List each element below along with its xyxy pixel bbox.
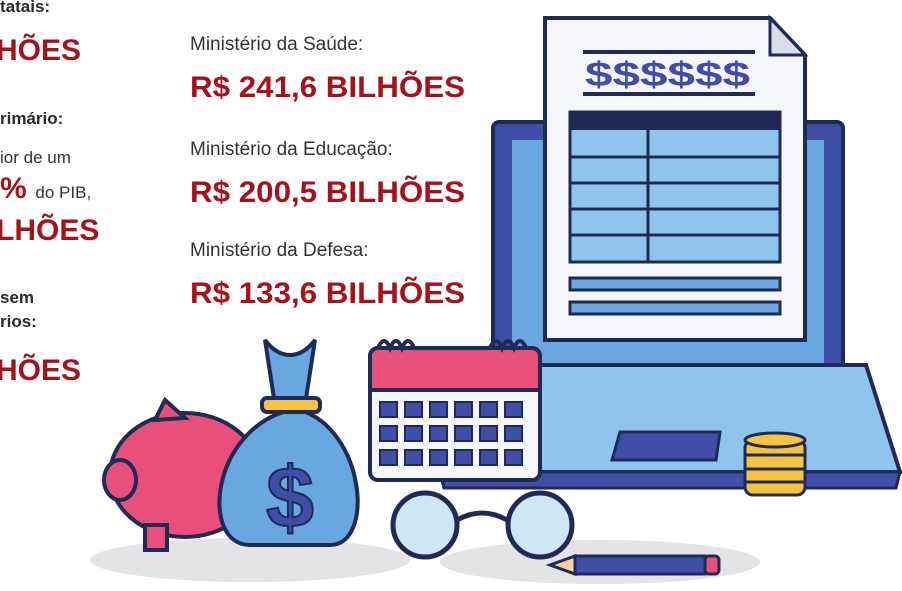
touchpad	[610, 430, 722, 462]
left-text: do PIB,	[35, 183, 91, 202]
left-text: rimário:	[0, 109, 63, 128]
calendar-cell	[404, 401, 423, 418]
left-highlight: %	[0, 172, 27, 205]
table-header	[570, 112, 780, 130]
calendar-grid	[379, 401, 523, 466]
ministry-label: Ministério da Defesa:	[190, 240, 368, 261]
glasses	[390, 490, 575, 560]
ministry-value: R$ 200,5 BILHÕES	[190, 175, 465, 209]
calendar-cell	[479, 401, 498, 418]
document-symbol: $$$$$$	[585, 56, 750, 94]
document-bar	[568, 300, 782, 316]
calendar-cell	[429, 449, 448, 466]
shadow	[90, 538, 410, 582]
calendar-cell	[454, 449, 473, 466]
ministry-label: Ministério da Saúde:	[190, 34, 363, 55]
document-fold	[768, 14, 809, 57]
calendar-cell	[504, 401, 523, 418]
left-text: tatais:	[0, 0, 50, 16]
ministry-value: R$ 241,6 BILHÕES	[190, 70, 465, 104]
calendar-cell	[379, 425, 398, 442]
left-value: HÕES	[0, 353, 81, 387]
calendar-cell	[429, 425, 448, 442]
calendar-cell	[454, 401, 473, 418]
calendar-cell	[404, 425, 423, 442]
calendar-cell	[504, 425, 523, 442]
left-text: sem	[0, 288, 34, 307]
calendar-cell	[429, 401, 448, 418]
coins	[743, 431, 807, 497]
ministry-value: R$ 133,6 BILHÕES	[190, 276, 465, 310]
calendar-cell	[479, 425, 498, 442]
calendar-cell	[454, 425, 473, 442]
calendar-cell	[379, 449, 398, 466]
left-text: ior de um	[0, 148, 71, 167]
calendar-cell	[379, 401, 398, 418]
calendar-cell	[504, 449, 523, 466]
document-table	[568, 110, 782, 264]
left-text: % do PIB,	[0, 172, 91, 205]
ministry-list: Ministério da Saúde: R$ 241,6 BILHÕES Mini…	[190, 34, 465, 310]
ministry-label: Ministério da Educação:	[190, 139, 393, 160]
left-text: rios:	[0, 312, 37, 331]
calendar-cell	[479, 449, 498, 466]
left-value: HÕES	[0, 33, 81, 67]
left-value: LHÕES	[0, 213, 99, 247]
pencil	[545, 553, 721, 577]
money-bag-symbol: $	[266, 450, 314, 546]
calendar-cell	[404, 449, 423, 466]
document-bar	[568, 276, 782, 292]
money-bag	[217, 338, 360, 547]
